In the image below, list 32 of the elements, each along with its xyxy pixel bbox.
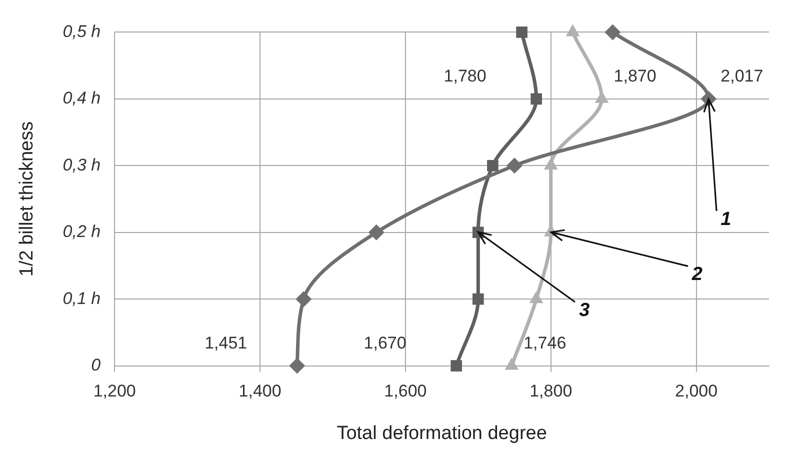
point [296,291,312,308]
x-tick-label: 1,600 [384,382,427,401]
x-tick-label: 1,400 [238,382,282,401]
point [487,160,498,172]
y-tick-label: 0,5 h [62,22,101,41]
point [289,358,306,374]
x-tick-label: 1,800 [530,382,572,401]
data-label: 2,017 [720,66,764,86]
x-tick-label: 1,200 [93,382,136,401]
y-tick-label: 0,3 h [62,155,101,174]
point [472,293,484,305]
point [368,224,384,240]
point [506,158,523,174]
y-tick-label: 0 [91,356,102,375]
data-label: 1,451 [204,333,248,352]
point [530,93,542,105]
point [516,26,528,38]
data-label: 1,870 [614,66,656,86]
data-label: 1,780 [444,66,486,86]
annotation: 3 [579,300,590,322]
y-axis-title: 1/2 billet thickness [16,121,38,277]
x-axis-title: Total deformation degree [336,422,547,444]
data-label: 1,746 [524,333,566,352]
point [450,360,462,372]
data-label: 1,670 [364,333,406,352]
annotation: 2 [692,264,702,286]
annotation: 1 [720,208,732,231]
x-tick-label: 2,000 [675,382,718,401]
y-tick-label: 0,4 h [62,88,101,108]
point [604,24,621,40]
y-tick-label: 0,2 h [62,222,101,242]
y-tick-label: 0,1 h [62,288,101,308]
